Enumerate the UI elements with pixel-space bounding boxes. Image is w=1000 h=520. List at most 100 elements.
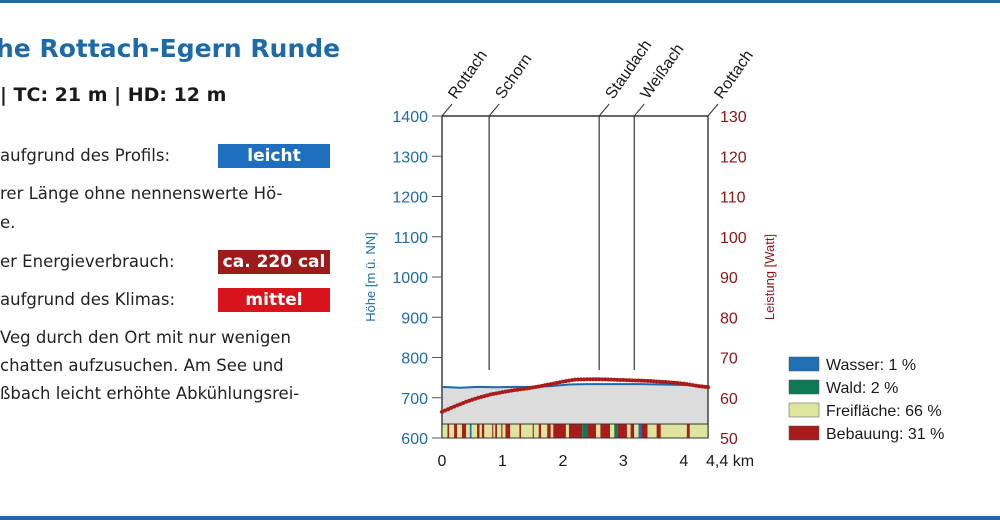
land-use-band-frame [441,423,709,439]
waypoint-tick [707,103,719,117]
power-dot [591,377,596,382]
power-dot [470,397,475,402]
land-use-segment [454,424,458,438]
left-tick-label: 1300 [392,149,428,166]
power-dot [654,379,659,384]
power-dot [548,382,553,387]
land-use-segment [510,424,520,438]
right-tick-label: 120 [720,149,747,166]
page-title: he Rottach-Egern Runde [0,34,341,63]
right-tick-label: 60 [720,391,738,408]
land-use-segment [634,424,639,438]
land-use-segment [484,424,493,438]
land-use-segment [502,424,506,438]
power-dot [539,383,544,388]
power-dot [449,405,454,410]
land-use-segment [449,424,455,438]
land-use-segment [532,424,534,438]
right-tick-label: 90 [720,270,738,287]
power-dot [633,378,638,383]
power-dot [500,390,505,395]
power-dot [693,383,698,388]
left-tick-label: 1100 [394,230,429,247]
power-dot [600,377,605,382]
power-dot [446,407,451,412]
left-axis-title: Höhe [m ü. NN] [363,232,378,322]
land-use-segment [457,424,462,438]
x-tick-label: 2 [558,453,567,470]
power-dot [557,380,562,385]
power-dot [624,378,629,383]
land-use-segment [481,424,485,438]
land-use-segment [568,424,583,438]
legend-label: Wasser: 1 % [826,357,916,374]
legend-label: Bebauung: 31 % [826,426,944,443]
land-use-segment [505,424,511,438]
left-tick-label: 1200 [392,190,428,207]
power-dot [702,384,707,389]
land-use-segment [641,424,648,438]
power-dot [509,388,514,393]
land-use-segment [550,424,554,438]
power-dot [569,378,574,383]
power-dot [518,387,523,392]
land-use-segment [565,424,569,438]
power-dot [582,377,587,382]
land-use-segment [533,424,539,438]
land-use-segment [547,424,551,438]
land-use-segment [477,424,480,438]
power-dot [645,378,650,383]
land-use-segment [538,424,542,438]
right-tick-label: 80 [720,310,738,327]
power-dot [615,377,620,382]
legend-swatch [788,356,820,372]
power-dot [536,384,541,389]
power-dot [512,388,517,393]
power-dot [681,381,686,386]
power-dot [618,377,623,382]
land-use-segment [614,424,618,438]
power-dot [621,378,626,383]
power-dot [597,377,602,382]
land-use-segment [582,424,588,438]
power-dot [612,377,617,382]
land-use-segment [638,424,642,438]
power-dot [461,400,466,405]
waypoint-tick [633,103,645,117]
right-axis-title: Leistung [Watt] [762,234,777,320]
land-use-segment [469,424,472,438]
land-use-segment [492,424,494,438]
rating-label-energy: er Energieverbrauch: [0,252,175,271]
x-end-label: 4,4 km [706,453,754,470]
land-use-segment [466,424,470,438]
land-use-segment [541,424,548,438]
x-tick-label: 4 [679,453,688,470]
x-tick-label: 0 [438,453,447,470]
power-dot [455,403,460,408]
power-dot [464,399,469,404]
power-dot [491,391,496,396]
elevation-line [441,383,709,389]
tour-stats: | TC: 21 m | HD: 12 m [0,84,227,106]
land-use-segment [461,424,467,438]
right-tick-label: 70 [720,351,738,368]
waypoint-label: Schorn [493,51,536,102]
land-use-segment [689,424,708,438]
power-dot [636,378,641,383]
power-dot [467,398,472,403]
power-dot [699,384,704,389]
left-tick-label: 800 [401,351,428,368]
power-dot [566,378,571,383]
climate-badge: mittel [218,288,330,312]
power-dot [530,385,535,390]
power-dot [642,378,647,383]
left-tick-label: 700 [401,391,428,408]
power-dot [576,377,581,382]
land-use-segment [617,424,627,438]
land-use-segment [630,424,635,438]
land-use-segment [660,424,687,438]
rating-label-climate: aufgrund des Klimas: [0,290,176,309]
power-dot [678,381,683,386]
land-use-segment [479,424,482,438]
